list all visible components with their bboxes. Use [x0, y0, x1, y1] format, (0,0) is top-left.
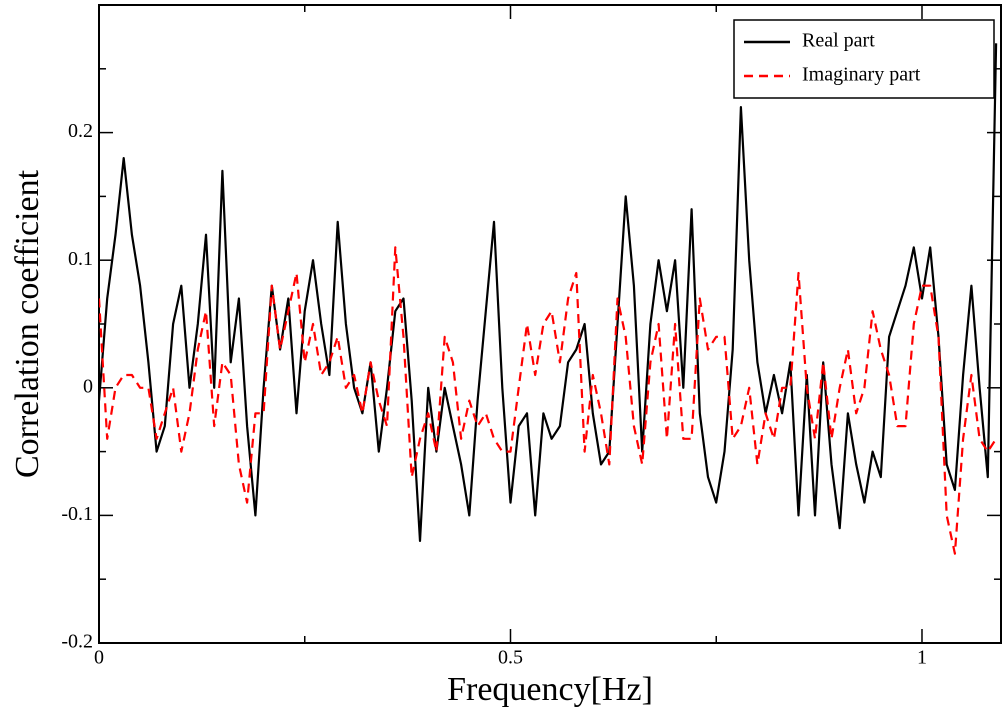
y-tick-label: 0.2 — [68, 120, 93, 142]
y-tick-label: 0 — [83, 375, 93, 397]
plot-area — [99, 43, 998, 555]
y-tick-label: -0.1 — [61, 503, 93, 525]
legend-label: Real part — [802, 30, 875, 52]
legend-box — [733, 19, 995, 99]
y-tick-label: -0.2 — [61, 631, 93, 653]
series-line — [99, 246, 998, 555]
x-tick-label: 0 — [94, 647, 104, 669]
legend: Real part Imaginary part — [733, 19, 995, 99]
x-tick-label: 1 — [917, 647, 927, 669]
x-tick-label: 0.5 — [498, 647, 523, 669]
series-line — [99, 43, 998, 542]
y-tick-label: 0.1 — [68, 248, 93, 270]
x-axis-label: Frequency[Hz] — [447, 671, 653, 708]
plot-frame — [98, 4, 1002, 644]
legend-label: Imaginary part — [802, 64, 921, 86]
y-axis-label: Correlation coefficient — [9, 169, 46, 478]
